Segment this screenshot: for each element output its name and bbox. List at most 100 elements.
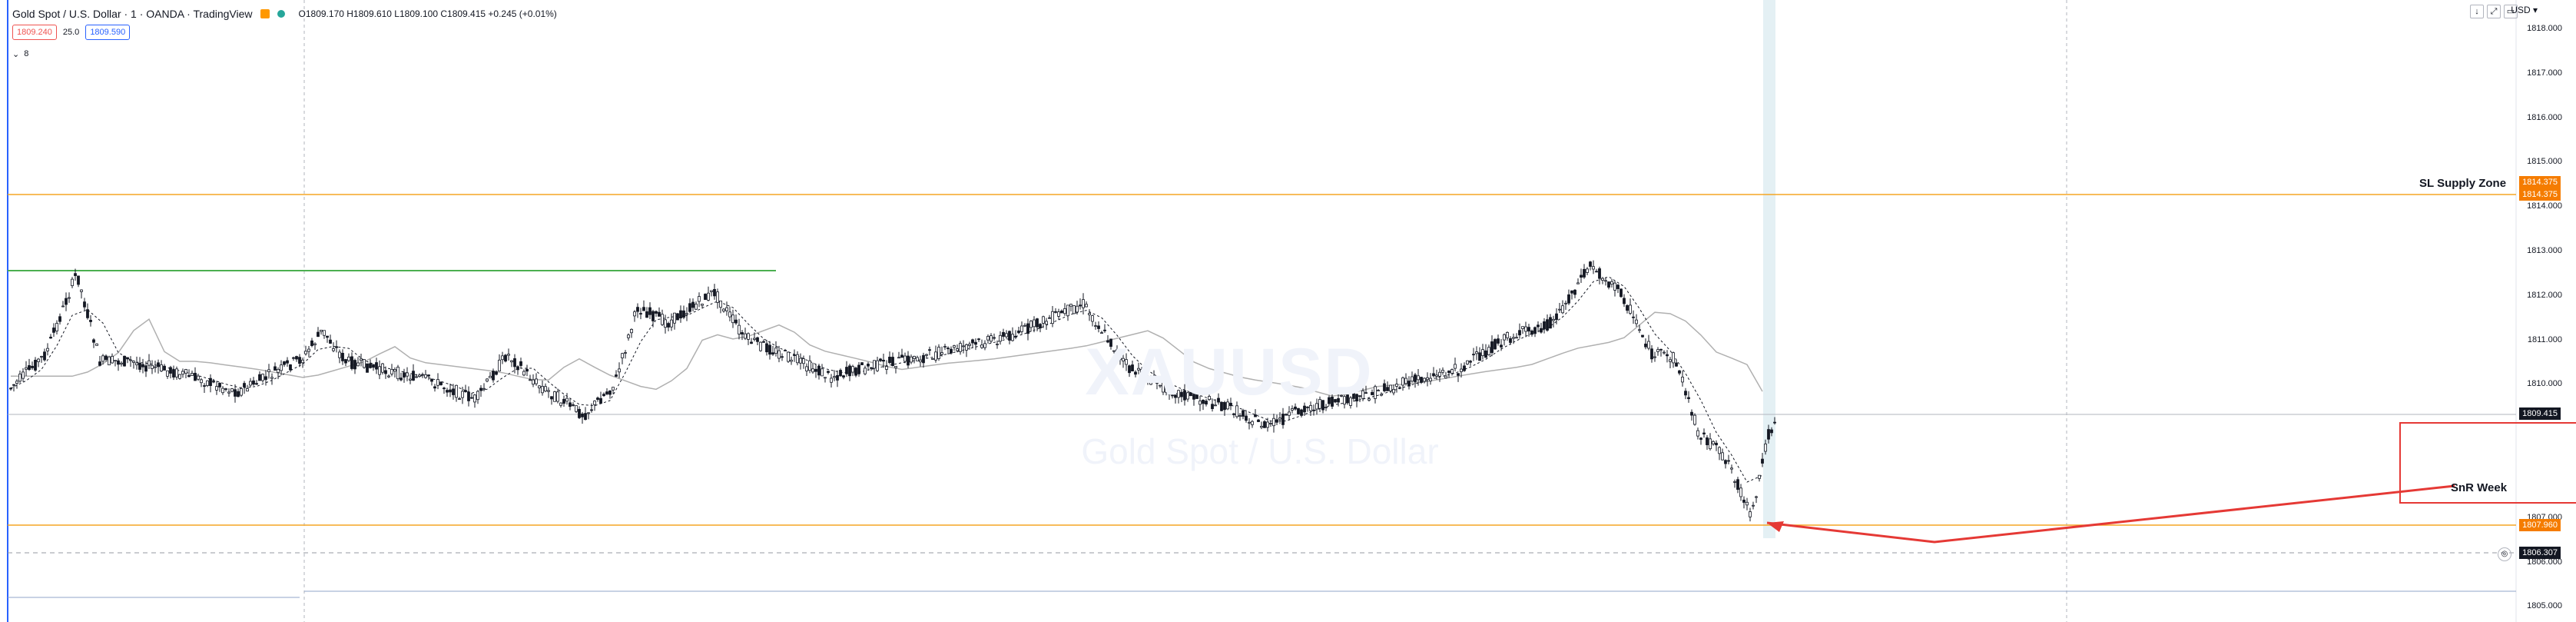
candle-body	[1294, 406, 1297, 410]
candle-body	[839, 370, 842, 377]
candle-body	[1195, 393, 1198, 399]
candle-body	[1340, 394, 1343, 397]
candle-body	[608, 390, 612, 395]
candle-body	[833, 376, 836, 378]
candle-body	[716, 291, 719, 303]
candle-body	[522, 371, 525, 376]
candle-body	[1066, 304, 1069, 317]
candle-body	[888, 357, 891, 364]
candle-body	[1481, 349, 1484, 357]
candle-body	[1466, 360, 1469, 364]
candle-body	[1518, 330, 1521, 336]
candle-body	[532, 379, 535, 385]
candle-body	[1275, 419, 1278, 423]
candle-body	[670, 319, 673, 328]
candle-body	[486, 378, 489, 382]
candle-body	[1091, 315, 1094, 322]
candle-body	[1620, 288, 1623, 298]
candle-body	[1116, 349, 1119, 355]
candle-body	[1177, 390, 1180, 398]
candle-body	[1057, 311, 1060, 317]
candle-body	[575, 405, 578, 412]
candle-body	[1739, 487, 1742, 497]
snr-box	[2399, 422, 2576, 504]
candle-body	[802, 358, 805, 364]
candle-body	[1122, 358, 1125, 362]
watermark-symbol: XAUUSD	[1085, 335, 1374, 409]
candle-body	[135, 362, 138, 365]
candle-body	[682, 310, 685, 318]
candle-body	[857, 364, 860, 374]
candle-body	[741, 332, 744, 335]
candle-body	[436, 379, 439, 386]
currency-selector[interactable]: USD ▾	[2511, 5, 2538, 15]
candle-body	[1715, 442, 1718, 446]
candle-body	[569, 402, 572, 407]
indicator-toggle[interactable]: ⌄ 8	[12, 49, 28, 59]
candle-body	[919, 359, 922, 363]
candle-body	[1364, 392, 1368, 394]
candle-body	[65, 298, 68, 305]
candle-body	[1097, 325, 1100, 329]
candle-body	[1395, 384, 1398, 387]
sell-price-button[interactable]: 1809.240	[12, 25, 57, 40]
candle-body	[1291, 408, 1294, 411]
candle-body	[55, 323, 58, 331]
candle-body	[1546, 319, 1549, 331]
candle-body	[467, 391, 470, 401]
candle-body	[593, 401, 596, 405]
candle-body	[845, 367, 848, 374]
indicator-count: 8	[24, 49, 29, 58]
candle-body	[550, 396, 553, 400]
alert-icon[interactable]	[260, 9, 270, 18]
candle-body	[1558, 308, 1561, 311]
candle-body	[215, 386, 218, 391]
candle-body	[28, 365, 31, 371]
candle-body	[246, 388, 249, 392]
candle-body	[1076, 305, 1079, 313]
arrow-down-icon[interactable]: ↓	[2470, 5, 2484, 18]
candle-body	[1595, 271, 1598, 273]
candle-body	[261, 374, 264, 381]
candle-body	[1125, 359, 1128, 365]
candle-body	[1146, 376, 1149, 382]
candle-body	[1653, 356, 1656, 358]
candle-body	[169, 367, 172, 374]
candle-body	[372, 364, 375, 368]
candle-body	[1616, 284, 1620, 289]
candle-body	[1761, 458, 1764, 464]
candle-body	[403, 372, 406, 378]
candle-body	[344, 359, 347, 364]
candle-body	[234, 389, 237, 397]
candle-body	[1475, 351, 1478, 354]
candle-body	[443, 388, 446, 390]
candle-body	[885, 366, 888, 370]
candle-body	[1656, 349, 1659, 352]
restore-icon[interactable]: ▭	[2504, 5, 2518, 18]
candle-body	[974, 341, 977, 345]
candle-body	[1749, 511, 1752, 517]
candle-body	[808, 360, 811, 371]
candle-body	[1460, 368, 1463, 372]
candle-body	[1487, 347, 1490, 355]
candle-body	[587, 412, 590, 414]
candle-body	[1758, 474, 1761, 479]
candle-body	[1699, 437, 1702, 440]
expand-icon[interactable]: ⤢	[2487, 5, 2501, 18]
candle-body	[363, 359, 366, 368]
buy-price-button[interactable]: 1809.590	[85, 25, 131, 40]
candle-body	[172, 369, 175, 378]
watermark-description: Gold Spot / U.S. Dollar	[1081, 431, 1439, 471]
candle-body	[876, 360, 879, 371]
candle-body	[1576, 282, 1580, 284]
candle-body	[1469, 361, 1472, 363]
candle-body	[37, 358, 40, 362]
candle-body	[92, 339, 95, 343]
price-line-toggle-icon[interactable]: ◎	[2498, 547, 2511, 561]
candle-body	[811, 368, 814, 373]
candle-body	[166, 370, 169, 377]
candle-body	[390, 368, 393, 374]
candle-body	[750, 341, 753, 344]
candle-body	[473, 394, 476, 403]
